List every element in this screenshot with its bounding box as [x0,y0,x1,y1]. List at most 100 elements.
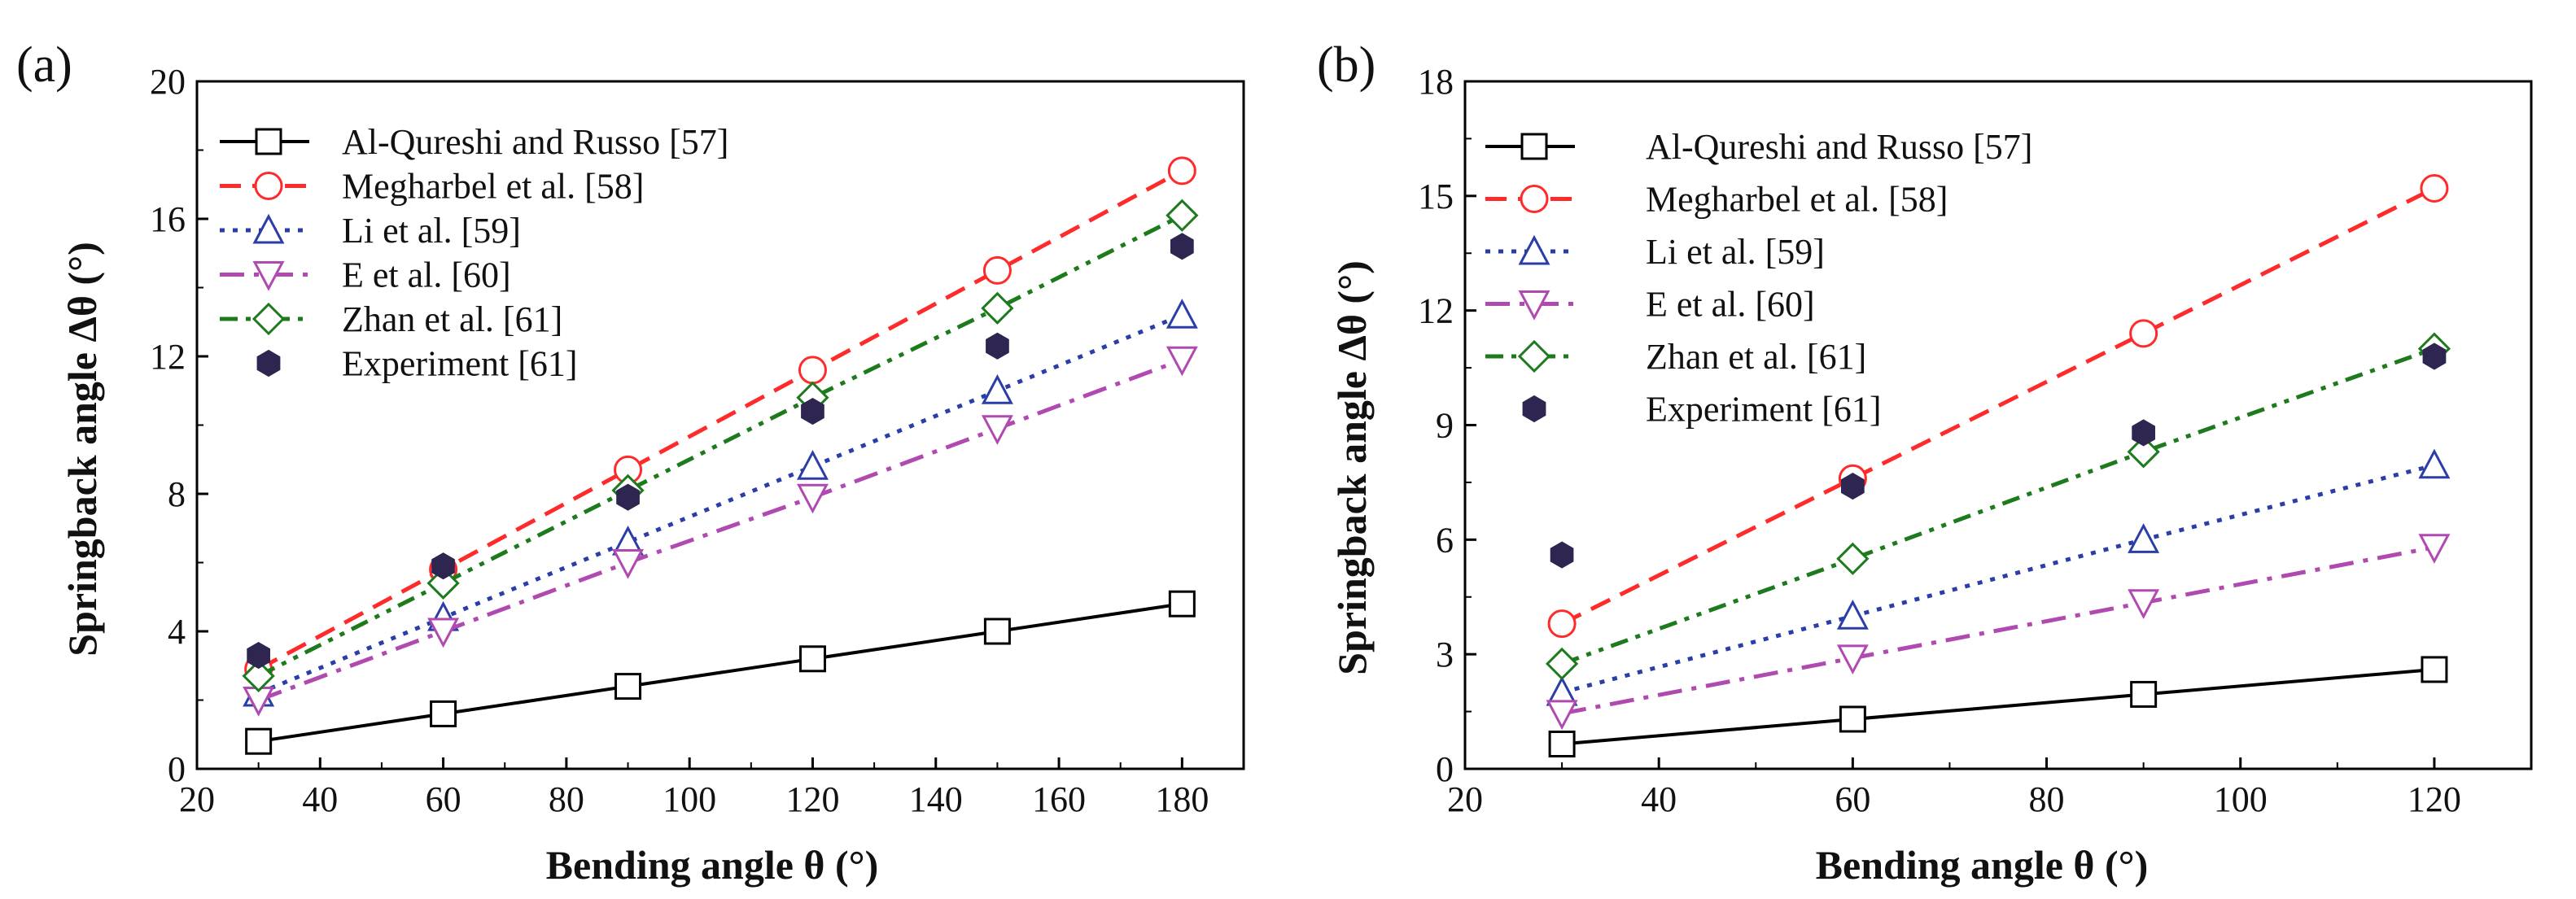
panel-b-series-e-et-al-60-line [1561,545,2435,716]
panel-b-series-megharbel-et-al-58-point [2129,319,2158,348]
panel-a-series-experiment-61-point [431,552,455,580]
panel-b-series-zhan-et-al-61-point [1836,542,1870,575]
panel-b-legend-item-megharbel-et-al-58: Megharbel et al. [58] [1485,180,1948,220]
panel-a-series-zhan-et-al-61 [242,199,1199,693]
panel-a-x-tick-label: 160 [1032,779,1086,819]
panel-a-y-tick-label: 16 [150,199,186,239]
panel-b-legend-item-experiment-61: Experiment [61] [1522,390,1882,430]
panel-a-legend-swatch-marker [252,261,285,291]
panel-b-series-experiment-61 [1550,343,2447,569]
panel-a-x-tick-label: 100 [663,779,716,819]
panel-a-series-e-et-al-60-point [1166,346,1198,377]
panel-b-legend-item-e-et-al-60: E et al. [60] [1485,285,1815,325]
panel-b-series-experiment-61-point [2132,419,2155,447]
panel-a-x-tick-label: 140 [909,779,963,819]
panel-a-legend-item-e-et-al-60: E et al. [60] [220,255,511,295]
panel-a-legend-swatch-marker [254,172,283,200]
panel-b-label: (b) [1317,37,1375,93]
panel-b-series-li-et-al-59-point [2128,523,2160,553]
panel-b: (b) 20 40 60 80 100 120 0 3 6 9 12 15 18 Al-Qureshi a… [1317,37,2533,888]
panel-a-label: (a) [16,37,72,93]
panel-b-x-tick-label: 20 [1447,779,1483,819]
panel-a-y-axis-title: Springback angle Δθ (°) [59,242,105,656]
panel-b-legend-swatch-marker [1522,395,1546,423]
panel-a-y-tick-label: 12 [150,337,186,377]
panel-b-series-al-qureshi-and-russo-57-point [1839,705,1866,733]
panel-a-legend-swatch-marker [252,213,285,244]
panel-a-x-tick-label: 180 [1155,779,1209,819]
panel-a-x-tick-label: 120 [785,779,839,819]
panel-a-y-tick-label: 0 [168,749,186,789]
panel-a-plot: 20 40 60 80 100 120 140 160 180 0 4 8 12 16 20 Al-Qures… [150,62,1245,819]
panel-b-x-tick-label: 120 [2408,779,2461,819]
panel-b-x-tick-label: 60 [1835,779,1870,819]
panel-b-y-tick-label: 15 [1418,177,1454,216]
panel-b-legend-label: Zhan et al. [61] [1646,337,1866,377]
panel-a-series-e-et-al-60-point [796,483,829,514]
panel-b-legend-label: Megharbel et al. [58] [1646,180,1948,220]
panel-b-y-tick-label: 12 [1418,291,1454,331]
panel-b-legend-swatch-marker [1518,234,1550,265]
panel-b-x-axis-title: Bending angle θ (°) [1816,842,2149,888]
panel-a-y-tick-label: 20 [150,62,186,102]
panel-b-series-al-qureshi-and-russo-57-line [1561,667,2435,746]
panel-a-series-experiment-61-point [801,398,824,425]
panel-b-plot: 20 40 60 80 100 120 0 3 6 9 12 15 18 Al-Qureshi and R… [1418,62,2533,819]
panel-a-series-megharbel-et-al-58-line [257,168,1183,671]
panel-a-x-tick-label: 60 [426,779,461,819]
panel-a-legend-swatch-marker [255,128,282,155]
panel-a-series-al-qureshi-and-russo-57-point [245,727,273,755]
panel-b-series-megharbel-et-al-58-point [1547,609,1577,639]
panel-a-legend-item-al-qureshi-and-russo-57: Al-Qureshi and Russo [57] [220,122,728,162]
panel-b-legend-item-zhan-et-al-61: Zhan et al. [61] [1485,337,1866,377]
panel-b-series-li-et-al-59-point [1836,600,1869,630]
panel-a-x-tick-label: 80 [549,779,584,819]
panel-a-y-tick-label: 8 [168,474,186,514]
panel-a-series-e-et-al-60 [243,346,1198,717]
panel-a-legend-label: Experiment [61] [342,344,578,384]
panel-a-x-tick-label: 40 [302,779,338,819]
panel-a-legend-label: Megharbel et al. [58] [342,167,644,207]
panel-a: (a) 20 40 60 80 100 120 140 160 180 0 4 8 12 16 20 Al-Q… [16,37,1245,888]
panel-b-legend-item-al-qureshi-and-russo-57: Al-Qureshi and Russo [57] [1485,127,2032,167]
panel-a-series-e-et-al-60-point [427,618,460,648]
panel-b-y-tick-label: 18 [1418,62,1454,102]
panel-a-x-tick-label: 20 [179,779,215,819]
panel-a-series-al-qureshi-and-russo-57-point [614,673,642,700]
panel-b-series-e-et-al-60-point [2418,534,2451,564]
panel-b-series-e-et-al-60 [1546,534,2451,731]
panel-b-series-zhan-et-al-61-point [1545,647,1579,681]
panel-a-series-experiment-61-point [1170,233,1194,260]
panel-a-legend-item-zhan-et-al-61: Zhan et al. [61] [220,299,562,339]
panel-b-y-axis-title: Springback angle Δθ (°) [1329,260,1375,674]
panel-a-legend-item-megharbel-et-al-58: Megharbel et al. [58] [220,167,644,207]
panel-a-series-megharbel-et-al-58-point [1167,156,1196,185]
panel-b-legend-item-li-et-al-59: Li et al. [59] [1485,232,1825,272]
panel-a-series-li-et-al-59-point [796,450,829,480]
panel-a-series-zhan-et-al-61-point [981,291,1014,325]
panel-b-series-zhan-et-al-61-point [2127,435,2160,469]
panel-a-y-tick-label: 4 [168,612,186,652]
panel-b-y-tick-label: 0 [1436,749,1454,789]
panel-a-series-al-qureshi-and-russo-57-line [258,602,1183,744]
panel-a-legend-item-li-et-al-59: Li et al. [59] [220,211,521,251]
panel-a-legend-swatch-marker [256,349,281,377]
panel-a-legend-label: Zhan et al. [61] [342,299,562,339]
panel-a-legend-swatch-marker [251,302,286,336]
panel-b-x-tick-label: 40 [1641,779,1677,819]
panel-a-series-li-et-al-59-line [257,312,1183,696]
panel-b-legend-swatch-marker [1518,290,1550,321]
panel-a-series-al-qureshi-and-russo-57 [245,590,1196,755]
panel-b-series-e-et-al-60-point [1546,700,1578,731]
panel-b-series-e-et-al-60-point [1836,644,1869,675]
panel-a-series-experiment-61-point [986,332,1009,360]
panel-a-series-megharbel-et-al-58-point [982,255,1012,285]
panel-b-series-al-qureshi-and-russo-57-point [2421,656,2448,683]
panel-b-series-li-et-al-59 [1546,448,2451,706]
panel-a-legend-label: Al-Qureshi and Russo [57] [342,122,728,162]
panel-b-y-tick-label: 6 [1436,520,1454,560]
panel-b-legend-swatch-marker [1520,185,1549,213]
panel-a-series-al-qureshi-and-russo-57-point [430,700,457,727]
panel-a-series-experiment-61 [247,233,1194,670]
panel-b-legend-label: Al-Qureshi and Russo [57] [1646,127,2032,167]
